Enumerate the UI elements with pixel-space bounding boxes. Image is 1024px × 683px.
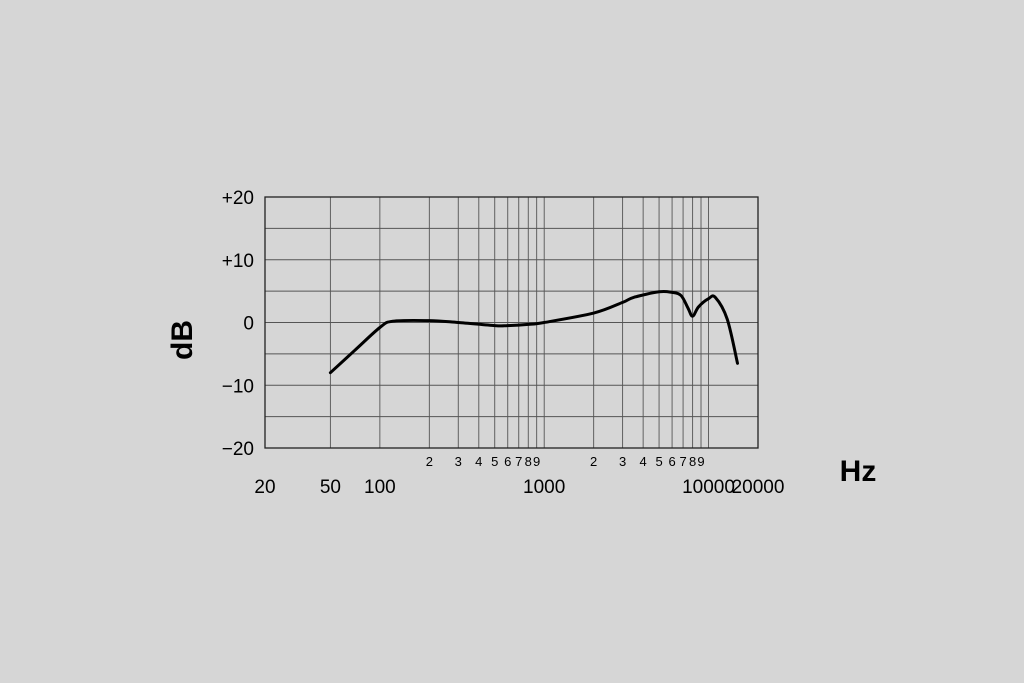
x-minor-tick-label: 9 bbox=[697, 454, 704, 469]
x-minor-tick-label: 6 bbox=[668, 454, 675, 469]
x-minor-tick-label: 4 bbox=[475, 454, 482, 469]
x-minor-tick-label: 4 bbox=[640, 454, 647, 469]
x-minor-tick-label: 6 bbox=[504, 454, 511, 469]
grid bbox=[265, 197, 758, 448]
response-curve bbox=[328, 289, 739, 375]
x-minor-tick-label: 2 bbox=[426, 454, 433, 469]
x-tick-label: 10000 bbox=[682, 477, 735, 498]
y-tick-label: −10 bbox=[222, 376, 254, 397]
x-minor-tick-label: 8 bbox=[525, 454, 532, 469]
y-tick-label: −20 bbox=[222, 439, 254, 460]
x-tick-label: 50 bbox=[320, 477, 341, 498]
x-minor-tick-label: 3 bbox=[619, 454, 626, 469]
x-minor-tick-label: 3 bbox=[455, 454, 462, 469]
x-axis-title: Hz bbox=[840, 455, 877, 488]
x-minor-tick-label: 7 bbox=[679, 454, 686, 469]
x-minor-tick-label: 8 bbox=[689, 454, 696, 469]
plot-frame bbox=[264, 196, 759, 449]
x-minor-tick-label: 5 bbox=[655, 454, 662, 469]
series-layer bbox=[328, 289, 739, 375]
x-tick-label: 1000 bbox=[523, 477, 565, 498]
y-tick-label: +20 bbox=[222, 188, 254, 209]
x-minor-tick-label: 9 bbox=[533, 454, 540, 469]
y-tick-label: +10 bbox=[222, 251, 254, 272]
x-tick-label: 20000 bbox=[732, 477, 785, 498]
x-minor-tick-label: 5 bbox=[491, 454, 498, 469]
x-tick-label: 100 bbox=[364, 477, 396, 498]
x-minor-tick-label: 2 bbox=[590, 454, 597, 469]
y-axis-title: dB bbox=[166, 320, 199, 360]
x-minor-tick-label: 7 bbox=[515, 454, 522, 469]
x-tick-label: 20 bbox=[254, 477, 275, 498]
y-tick-label: 0 bbox=[243, 314, 254, 335]
